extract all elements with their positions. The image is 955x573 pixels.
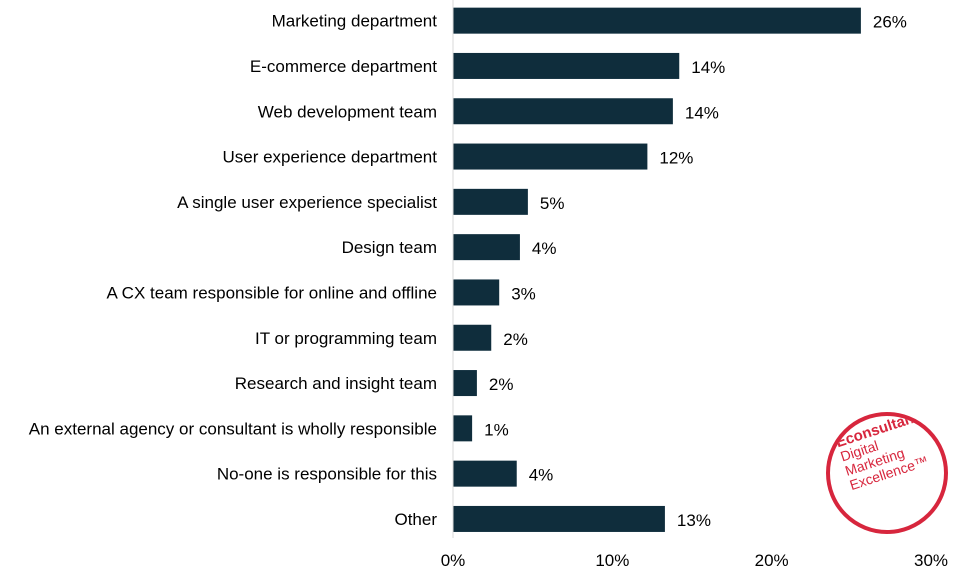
- x-tick-label: 30%: [914, 551, 948, 570]
- bar: [453, 415, 473, 442]
- category-label: An external agency or consultant is whol…: [29, 419, 437, 438]
- x-tick-label: 20%: [755, 551, 789, 570]
- x-tick-label: 0%: [441, 551, 466, 570]
- bar: [453, 505, 665, 532]
- bars-group: [453, 7, 861, 532]
- category-label: No-one is responsible for this: [217, 465, 437, 484]
- category-label: Research and insight team: [235, 374, 437, 393]
- category-label: Other: [394, 510, 437, 529]
- value-label: 4%: [532, 239, 557, 258]
- value-label: 4%: [529, 466, 554, 485]
- value-label: 14%: [685, 103, 719, 122]
- bar: [453, 279, 500, 306]
- bar: [453, 324, 492, 351]
- value-labels-group: 26% 14% 14% 12% 5% 4% 3% 2% 2% 1% 4% 13%: [484, 13, 907, 530]
- value-label: 2%: [489, 375, 514, 394]
- category-label: User experience department: [222, 148, 437, 167]
- bar: [453, 234, 520, 261]
- value-label: 1%: [484, 420, 509, 439]
- bar: [453, 98, 673, 125]
- category-label: Marketing department: [272, 12, 438, 31]
- bar: [453, 7, 861, 34]
- category-label: Design team: [342, 238, 437, 257]
- value-label: 12%: [659, 149, 693, 168]
- value-label: 13%: [677, 511, 711, 530]
- bar: [453, 188, 528, 215]
- category-label: E-commerce department: [250, 57, 437, 76]
- value-label: 26%: [873, 13, 907, 32]
- x-axis-ticks-group: 0% 10% 20% 30%: [441, 551, 948, 570]
- category-label: A CX team responsible for online and off…: [107, 283, 437, 302]
- category-label: Web development team: [258, 102, 437, 121]
- value-label: 14%: [691, 58, 725, 77]
- category-label: A single user experience specialist: [177, 193, 437, 212]
- value-label: 2%: [503, 330, 528, 349]
- value-label: 3%: [511, 284, 536, 303]
- bar: [453, 143, 648, 170]
- bar: [453, 52, 680, 79]
- bar: [453, 370, 477, 397]
- category-label: IT or programming team: [255, 329, 437, 348]
- logo-text-block: Econsultancy Digital Marketing Excellenc…: [834, 416, 944, 493]
- econsultancy-logo: Econsultancy Digital Marketing Excellenc…: [826, 412, 948, 534]
- x-tick-label: 10%: [595, 551, 629, 570]
- bar: [453, 460, 517, 487]
- value-label: 5%: [540, 194, 565, 213]
- category-labels-group: Marketing department E-commerce departmen…: [29, 12, 438, 529]
